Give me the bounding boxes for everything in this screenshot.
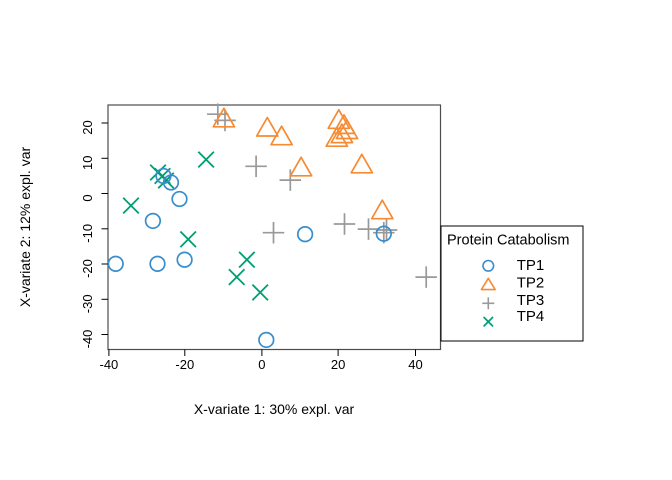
svg-text:TP1: TP1: [517, 257, 545, 274]
svg-text:TP4: TP4: [517, 308, 545, 325]
svg-text:0: 0: [258, 357, 265, 372]
svg-text:-10: -10: [80, 224, 95, 243]
svg-text:Protein Catabolism: Protein Catabolism: [447, 233, 570, 249]
svg-text:X-variate 1: 30% expl. var: X-variate 1: 30% expl. var: [194, 401, 355, 417]
svg-text:-40: -40: [80, 330, 95, 349]
svg-text:20: 20: [80, 120, 95, 134]
svg-text:-20: -20: [80, 259, 95, 278]
svg-text:10: 10: [80, 156, 95, 170]
svg-text:0: 0: [80, 194, 95, 201]
svg-text:X-variate 2: 12% expl. var: X-variate 2: 12% expl. var: [17, 147, 33, 308]
svg-text:40: 40: [408, 357, 422, 372]
svg-text:-30: -30: [80, 294, 95, 313]
svg-text:20: 20: [331, 357, 345, 372]
svg-text:-20: -20: [175, 357, 194, 372]
svg-text:TP2: TP2: [517, 275, 545, 292]
svg-text:TP3: TP3: [517, 292, 545, 309]
svg-text:-40: -40: [100, 357, 119, 372]
